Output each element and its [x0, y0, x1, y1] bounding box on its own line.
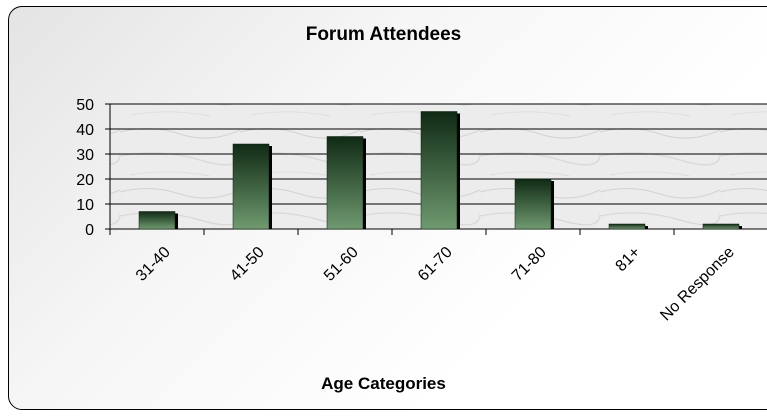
x-axis-title: Age Categories — [321, 374, 446, 393]
bar-51-60 — [326, 136, 364, 230]
x-tick-label: 81+ — [613, 244, 644, 275]
bar-31-40 — [138, 211, 176, 230]
y-tick-label: 10 — [76, 197, 94, 214]
bar-71-80 — [514, 178, 552, 230]
bar-81- — [608, 223, 646, 230]
y-tick-label: 40 — [76, 122, 94, 139]
x-tick-label: 61-70 — [415, 244, 456, 285]
y-tick-label: 0 — [85, 222, 94, 239]
bar-no-response — [702, 223, 740, 230]
y-tick-label: 20 — [76, 172, 94, 189]
y-tick-label: 50 — [76, 97, 94, 114]
chart-title: Forum Attendees — [305, 24, 462, 45]
y-tick-label: 30 — [76, 147, 94, 164]
x-tick-label: 41-50 — [227, 244, 268, 285]
x-tick-label: 71-80 — [509, 244, 550, 285]
x-tick-label: No Response — [657, 244, 738, 325]
bar-41-50 — [232, 143, 270, 230]
bar-61-70 — [420, 111, 458, 230]
x-tick-label: 31-40 — [133, 244, 174, 285]
x-tick-label: 51-60 — [321, 244, 362, 285]
